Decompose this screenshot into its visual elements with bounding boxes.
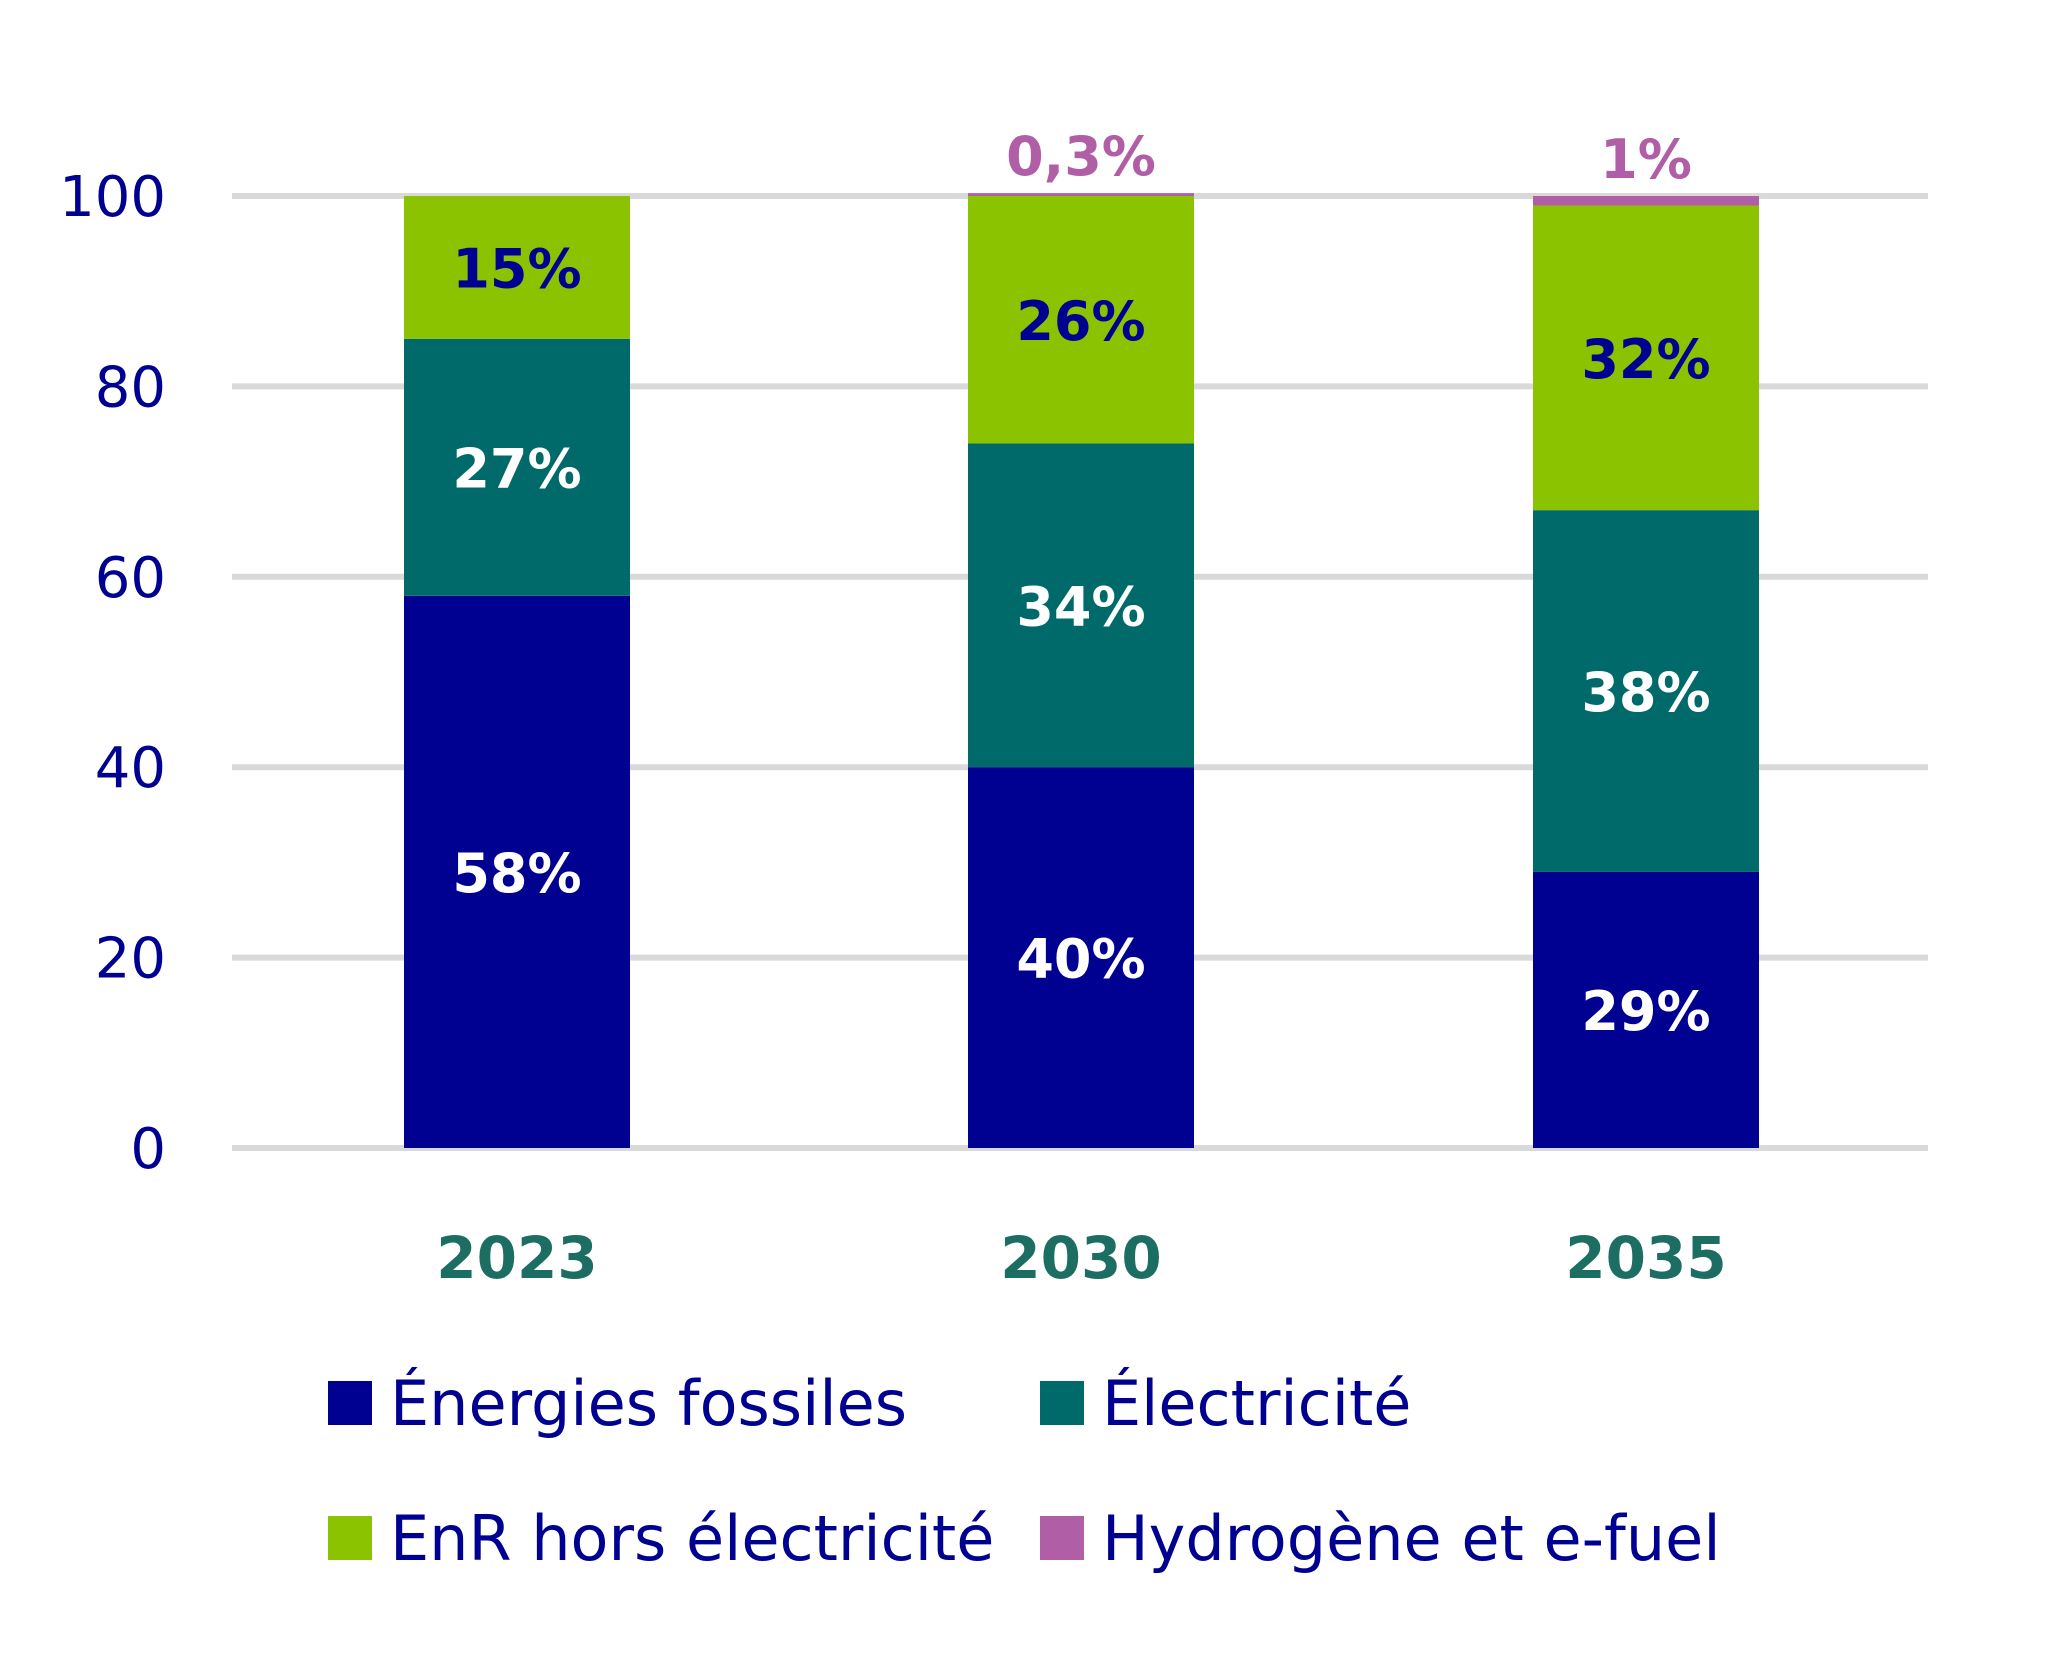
bar-segment-2030-3 [968,193,1194,196]
legend-item-2: EnR hors électricité [328,1502,994,1575]
y-tick-label: 40 [95,736,166,801]
data-label-2023-1: 27% [452,437,581,500]
legend-label: EnR hors électricité [390,1502,994,1575]
y-tick-label: 0 [130,1117,166,1182]
legend: Énergies fossiles Électricité EnR hors éle… [328,1367,1721,1575]
data-label-2035-2: 32% [1581,328,1710,391]
bar-segment-2030-0 [968,767,1194,1148]
legend-label: Hydrogène et e-fuel [1102,1502,1721,1575]
bar-segment-2023-1 [404,338,630,596]
bar-segment-2023-2 [404,196,630,339]
legend-label: Électricité [1102,1367,1411,1440]
legend-label: Énergies fossiles [390,1367,907,1440]
legend-item-3: Hydrogène et e-fuel [1040,1502,1721,1575]
bar-segment-2035-2 [1533,205,1759,511]
data-label-2035-0: 29% [1581,980,1710,1043]
legend-swatch [1040,1381,1084,1425]
x-tick-label-2035: 2035 [1565,1224,1726,1292]
bar-segment-2030-2 [968,196,1194,444]
x-tick-label-2023: 2023 [436,1224,597,1292]
bar-segment-2035-1 [1533,510,1759,872]
x-tick-label-2030: 2030 [1000,1224,1161,1292]
data-label-2030-2: 26% [1016,290,1145,353]
bar-segment-2035-0 [1533,871,1759,1148]
data-label-2030-3: 0,3% [1006,125,1156,188]
legend-swatch [328,1381,372,1425]
bars [404,193,1759,1148]
legend-swatch [328,1516,372,1560]
legend-item-1: Électricité [1040,1367,1411,1440]
data-label-2030-0: 40% [1016,928,1145,991]
data-label-2030-1: 34% [1016,575,1145,638]
y-tick-label: 20 [95,927,166,992]
data-label-2035-3: 1% [1600,128,1692,191]
data-label-2035-1: 38% [1581,661,1710,724]
data-labels: 58% 27% 15% 40% 34% 26% 0,3% 29% 38% 32% 1% [452,125,1710,1043]
data-label-2023-0: 58% [452,842,581,905]
y-tick-label: 100 [59,165,166,230]
y-tick-label: 80 [95,355,166,420]
x-axis: 2023 2030 2035 [436,1224,1726,1292]
bar-segment-2035-3 [1533,196,1759,206]
legend-item-0: Énergies fossiles [328,1367,907,1440]
bar-segment-2030-1 [968,443,1194,768]
legend-swatch [1040,1516,1084,1560]
bar-segment-2023-0 [404,595,630,1148]
y-axis: 0 20 40 60 80 100 [59,165,166,1182]
data-label-2023-2: 15% [452,237,581,300]
y-tick-label: 60 [95,546,166,611]
